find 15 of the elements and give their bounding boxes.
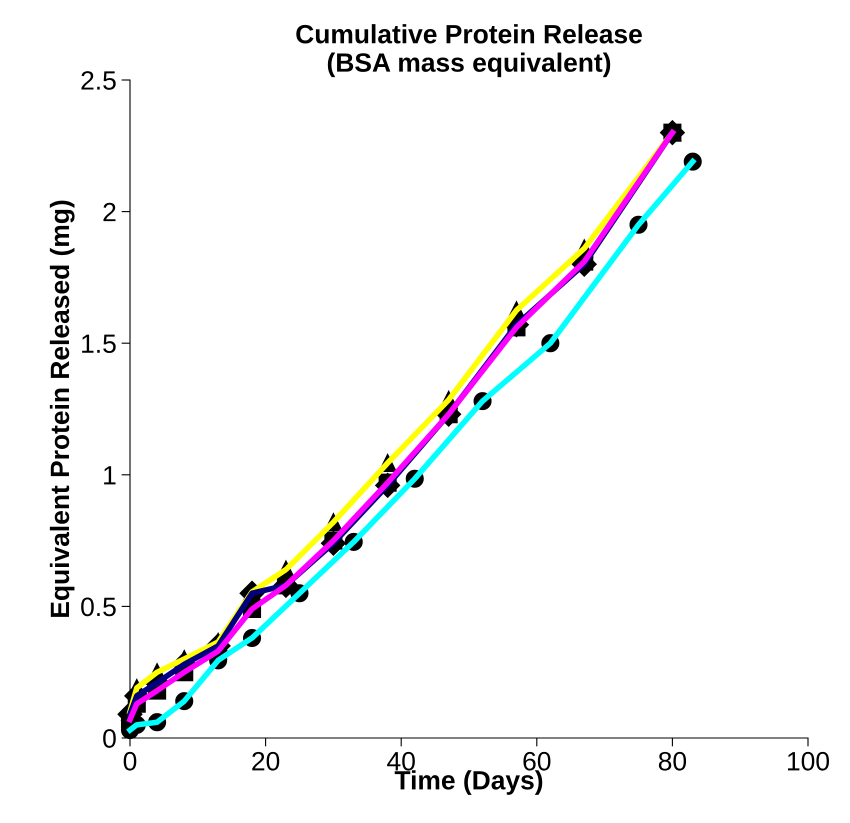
y-tick-label: 1: [104, 466, 116, 484]
y-tick-label: 2: [103, 202, 116, 222]
chart-title: Cumulative Protein Release (BSA mass equivalent): [296, 24, 642, 78]
x-tick-label: 100: [788, 752, 829, 771]
y-tick-label: 0: [103, 729, 116, 748]
y-tick-label: 0.5: [81, 598, 116, 616]
y-tick-label: 1.5: [82, 334, 116, 354]
x-tick-label: 0: [124, 752, 136, 771]
y-axis-title: Equivalent Protein Released (mg): [50, 200, 75, 617]
x-tick-label: 20: [252, 752, 280, 771]
y-tick-label: 2.5: [81, 71, 116, 90]
x-tick-label: 60: [523, 752, 550, 771]
x-tick-label: 80: [658, 752, 686, 771]
x-axis-title: Time (Days): [394, 770, 542, 795]
x-tick-label: 40: [387, 752, 415, 771]
